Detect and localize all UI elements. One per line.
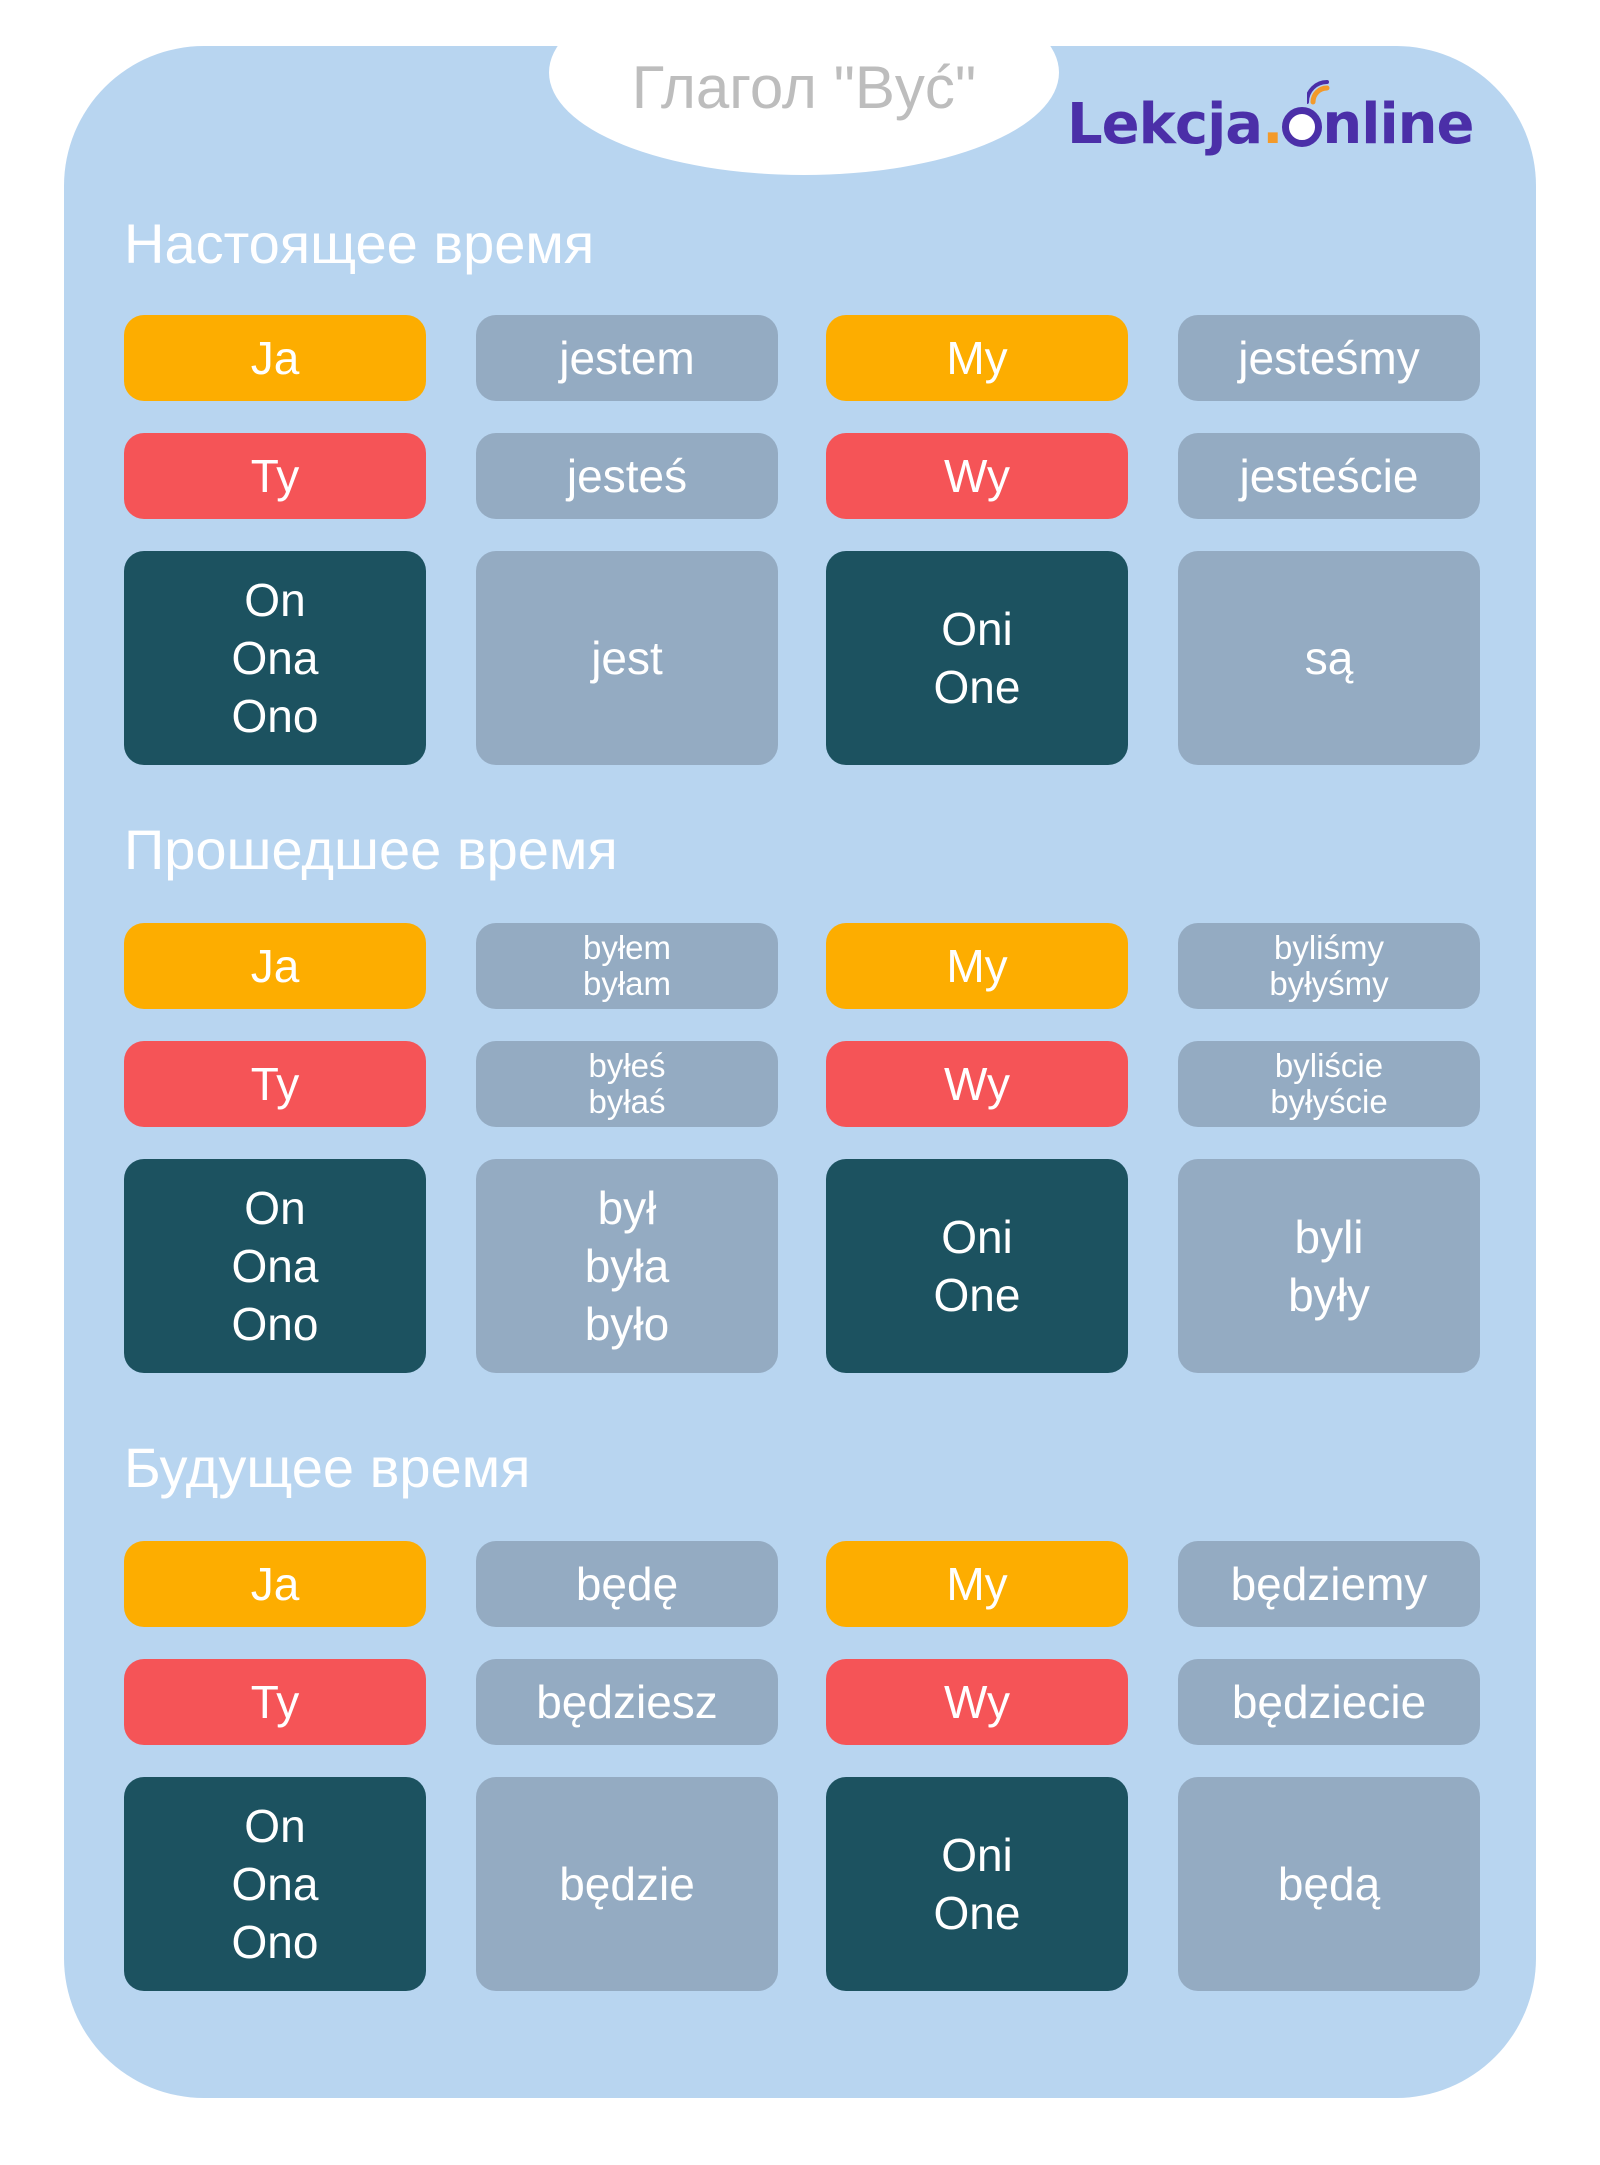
page-title: Глагол "Być" [631,54,977,121]
pronoun-on-ona-ono: On Ona Ono [124,551,426,765]
verb-cell: byłem byłam [476,923,778,1009]
pronoun-my: My [826,923,1128,1009]
verb-cell: byłeś byłaś [476,1041,778,1127]
pronoun-ty: Ty [124,1659,426,1745]
pronoun-wy: Wy [826,1659,1128,1745]
verb-cell: będą [1178,1777,1480,1991]
section-title-past: Прошедшее время [124,818,618,881]
pronoun-ja: Ja [124,1541,426,1627]
title-tab [549,0,1059,175]
verb-cell: są [1178,551,1480,765]
signal-waves-icon [1307,80,1330,105]
logo-text-dot: . [1262,92,1283,157]
verb-cell: byliśmy byłyśmy [1178,923,1480,1009]
pronoun-on-ona-ono: On Ona Ono [124,1159,426,1373]
pronoun-wy: Wy [826,1041,1128,1127]
pronoun-ja: Ja [124,923,426,1009]
logo-text-end: nline [1322,92,1474,157]
verb-cell: będziesz [476,1659,778,1745]
verb-cell: byli były [1178,1159,1480,1373]
section-title-future: Будущее время [124,1436,531,1499]
pronoun-on-ona-ono: On Ona Ono [124,1777,426,1991]
verb-cell: będę [476,1541,778,1627]
verb-cell: jesteśmy [1178,315,1480,401]
verb-cell: będziecie [1178,1659,1480,1745]
verb-cell: jesteście [1178,433,1480,519]
pronoun-ty: Ty [124,1041,426,1127]
verb-cell: byliście byłyście [1178,1041,1480,1127]
pronoun-oni-one: Oni One [826,1159,1128,1373]
verb-cell: jesteś [476,433,778,519]
logo-text-main: Lekcja [1067,92,1263,157]
pronoun-wy: Wy [826,433,1128,519]
pronoun-my: My [826,315,1128,401]
pronoun-oni-one: Oni One [826,551,1128,765]
lekcja-online-logo: Lekcja. nline [1067,80,1474,172]
section-title-present: Настоящее время [124,212,595,275]
pronoun-my: My [826,1541,1128,1627]
verb-cell: jestem [476,315,778,401]
pronoun-ty: Ty [124,433,426,519]
pronoun-oni-one: Oni One [826,1777,1128,1991]
verb-cell: jest [476,551,778,765]
logo-o-icon [1282,107,1323,147]
verb-cell: będzie [476,1777,778,1991]
pronoun-ja: Ja [124,315,426,401]
verb-cell: był była było [476,1159,778,1373]
verb-cell: będziemy [1178,1541,1480,1627]
